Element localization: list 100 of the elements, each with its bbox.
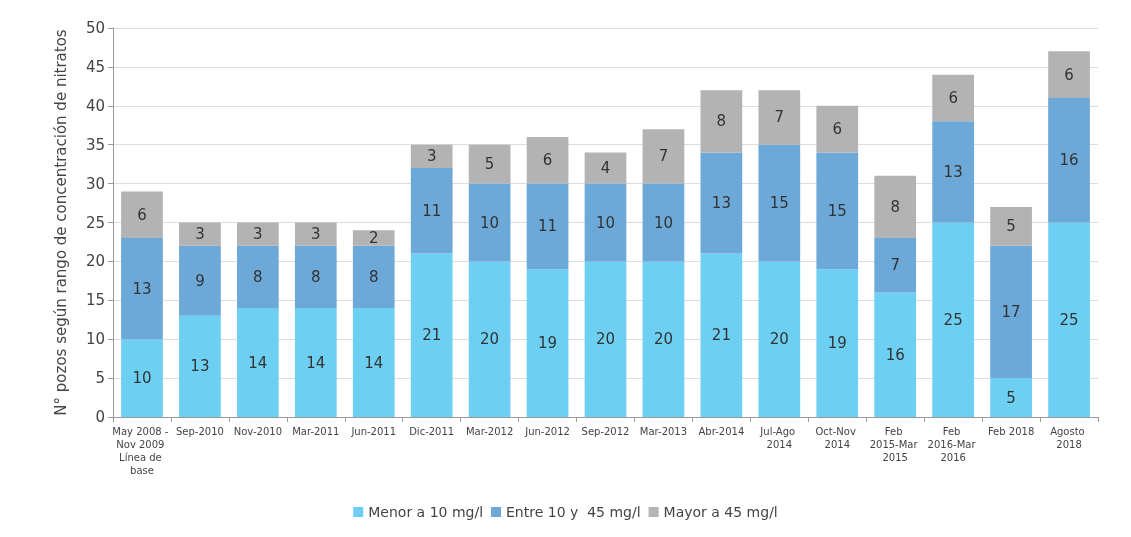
data-label: 20 xyxy=(769,330,789,349)
bar xyxy=(758,90,801,145)
data-label: 16 xyxy=(885,345,905,364)
data-label: 4 xyxy=(600,159,611,178)
bar xyxy=(294,308,337,417)
data-label: 14 xyxy=(364,353,384,372)
x-tick-label: Feb 2015-Mar 2015 xyxy=(869,426,921,463)
data-label: 19 xyxy=(538,334,558,353)
x-tick-label: Nov-2010 xyxy=(233,426,283,437)
y-tick-label: 30 xyxy=(85,174,105,193)
data-label: 14 xyxy=(306,353,326,372)
data-label: 5 xyxy=(484,155,495,174)
data-label: 7 xyxy=(890,256,900,275)
bar xyxy=(236,308,279,417)
legend-label: Entre 10 y 45 mg/l xyxy=(506,504,641,520)
y-tick-label: 35 xyxy=(85,135,105,154)
y-tick-label: 20 xyxy=(85,252,105,271)
bar xyxy=(642,183,685,262)
data-label: 9 xyxy=(195,271,205,290)
x-tick-label: Mar-2013 xyxy=(639,426,688,437)
bar xyxy=(179,222,221,246)
x-tick-label: May 2008 - Nov 2009 Línea de base xyxy=(112,426,172,476)
bar xyxy=(816,105,859,153)
bar xyxy=(1048,98,1090,223)
data-label: 5 xyxy=(1006,388,1016,407)
bar xyxy=(468,183,511,262)
data-label: 11 xyxy=(538,217,558,236)
bar xyxy=(1048,222,1090,417)
x-tick-label: Sep-2012 xyxy=(581,426,630,437)
bar xyxy=(410,144,453,169)
bar xyxy=(874,238,917,293)
bar xyxy=(990,206,1032,246)
data-label: 13 xyxy=(132,279,152,298)
bar xyxy=(758,144,801,262)
data-label: 13 xyxy=(190,357,210,376)
data-label: 15 xyxy=(827,201,847,220)
legend-label: Menor a 10 mg/l xyxy=(368,504,484,520)
x-tick-label: Agosto 2018 xyxy=(1050,426,1088,450)
data-label: 25 xyxy=(1059,310,1079,329)
bar xyxy=(932,74,975,122)
data-label: 10 xyxy=(132,369,152,388)
x-tick-label: Jun-2012 xyxy=(524,426,570,437)
bar xyxy=(700,152,743,254)
bar xyxy=(932,121,975,223)
data-label: 20 xyxy=(595,330,616,349)
y-axis-title: N° pozos según rango de concentración de nitratos xyxy=(51,29,70,416)
data-label: 10 xyxy=(653,213,673,232)
x-tick-label: Mar-2012 xyxy=(465,426,514,437)
data-label: 8 xyxy=(716,112,727,131)
data-label: 17 xyxy=(1001,302,1021,321)
bar xyxy=(468,261,511,417)
x-tick-label: Jun-2011 xyxy=(350,426,397,437)
bar xyxy=(352,308,395,417)
data-label: 20 xyxy=(653,330,673,349)
x-tick-label: Mar-2011 xyxy=(292,426,340,437)
bar xyxy=(874,292,917,417)
x-tick-label: Abr-2014 xyxy=(698,426,745,437)
y-tick-label: 5 xyxy=(95,369,105,388)
bar xyxy=(468,144,511,184)
data-label: 8 xyxy=(253,267,263,286)
bar xyxy=(121,238,163,340)
bar xyxy=(526,269,569,417)
data-label: 3 xyxy=(426,147,437,166)
data-label: 3 xyxy=(311,225,321,244)
y-tick-label: 50 xyxy=(85,19,105,37)
bar xyxy=(352,245,395,309)
data-label: 6 xyxy=(137,205,147,224)
bar xyxy=(410,168,453,254)
bar xyxy=(584,261,627,417)
data-label: 6 xyxy=(542,151,553,170)
bar xyxy=(584,183,627,262)
data-label: 8 xyxy=(368,267,379,286)
bar xyxy=(816,152,859,270)
bar xyxy=(584,152,627,184)
bar xyxy=(179,245,221,316)
bar xyxy=(758,261,801,417)
bar xyxy=(179,315,221,417)
x-tick-label: Feb 2018 xyxy=(987,426,1035,437)
bar xyxy=(700,90,743,153)
y-tick-label: 0 xyxy=(95,408,105,426)
data-label: 2 xyxy=(368,229,379,248)
data-label: 7 xyxy=(774,108,785,127)
y-tick-label: 40 xyxy=(85,96,105,115)
data-label: 6 xyxy=(948,89,958,108)
data-label: 10 xyxy=(480,213,500,232)
bar xyxy=(642,261,685,417)
bar xyxy=(121,339,163,417)
data-label: 10 xyxy=(595,213,616,232)
data-label: 15 xyxy=(769,194,789,213)
x-tick-label: Feb 2016-Mar 2016 xyxy=(927,426,979,463)
data-label: 13 xyxy=(711,194,731,213)
data-label: 5 xyxy=(1006,217,1016,236)
data-label: 16 xyxy=(1059,151,1079,170)
data-label: 8 xyxy=(890,197,900,216)
y-tick-label: 45 xyxy=(85,57,105,76)
bar xyxy=(236,245,279,309)
data-label: 19 xyxy=(827,334,847,353)
data-label: 6 xyxy=(832,120,843,139)
y-tick-label: 15 xyxy=(85,291,105,310)
y-tick-label: 10 xyxy=(85,330,105,349)
